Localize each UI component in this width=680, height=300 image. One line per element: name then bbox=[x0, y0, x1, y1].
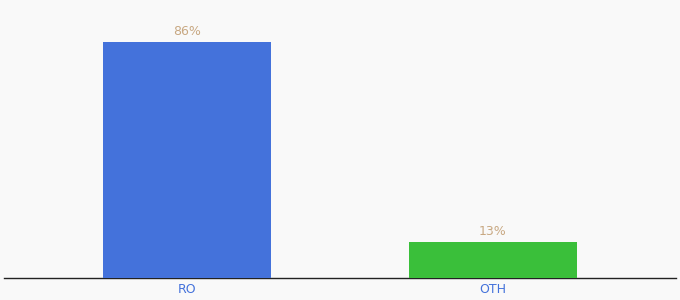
Text: 13%: 13% bbox=[479, 225, 507, 238]
Bar bbox=[409, 242, 577, 278]
Bar bbox=[103, 43, 271, 278]
Text: 86%: 86% bbox=[173, 26, 201, 38]
